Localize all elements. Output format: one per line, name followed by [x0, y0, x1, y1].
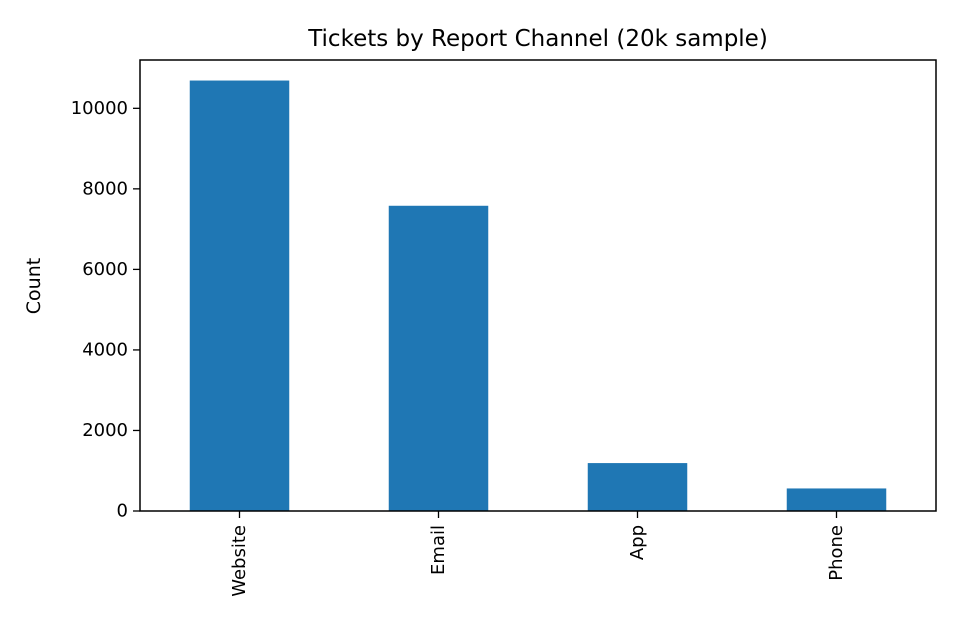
bar-website: [189, 80, 290, 511]
bar-phone: [786, 488, 887, 511]
bars-layer: [189, 80, 887, 511]
plot-frame: [139, 59, 937, 512]
x-tick-label-phone: Phone: [826, 525, 847, 581]
bar-app: [587, 463, 688, 511]
x-tick-label-website: Website: [229, 525, 250, 597]
x-tick-label-app: App: [627, 525, 648, 560]
y-tick-label: 6000: [82, 259, 128, 280]
y-axis-label: Count: [23, 258, 45, 314]
chart-title: Tickets by Report Channel (20k sample): [307, 26, 768, 52]
y-tick-label: 10000: [71, 98, 128, 119]
bar-email: [388, 205, 489, 511]
y-tick-label: 4000: [82, 339, 128, 360]
ticks-layer: Website Email App Phone 0 2000 4000 6000 8000 100…: [71, 98, 847, 597]
y-tick-label: 8000: [82, 178, 128, 199]
y-tick-label: 0: [117, 501, 128, 522]
y-tick-label: 2000: [82, 420, 128, 441]
x-tick-label-email: Email: [428, 525, 449, 575]
